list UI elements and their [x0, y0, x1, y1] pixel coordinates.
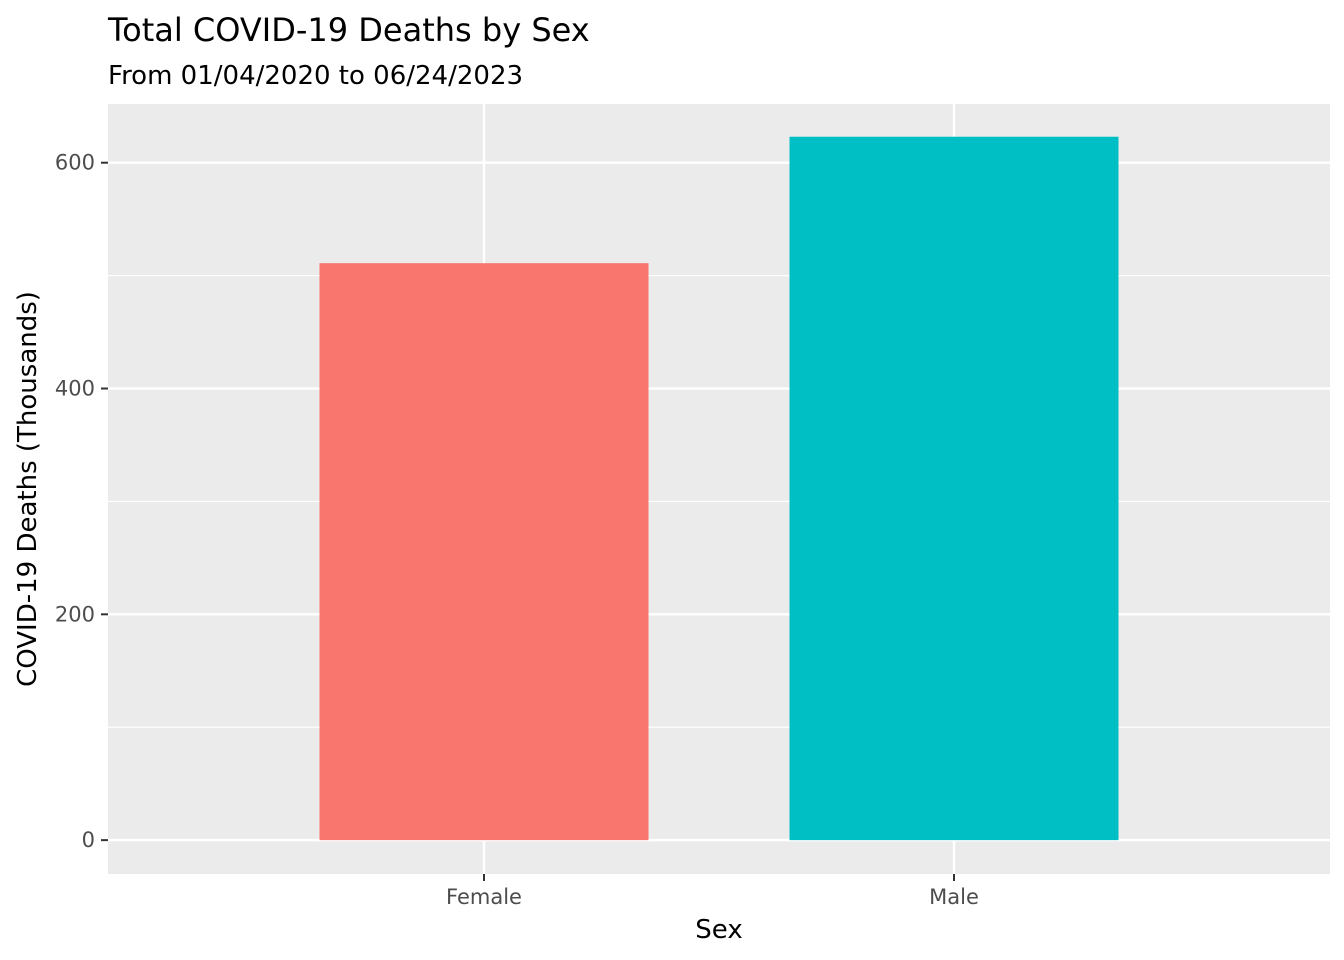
x-tick-label: Female	[446, 885, 522, 909]
bar-male	[789, 136, 1119, 841]
y-tick-label: 600	[55, 151, 95, 175]
y-tick-label: 400	[55, 377, 95, 401]
plot-panel	[108, 104, 1330, 874]
y-tick-label: 0	[82, 828, 95, 852]
bar-female	[319, 263, 649, 841]
chart-subtitle: From 01/04/2020 to 06/24/2023	[108, 61, 523, 91]
minor-gridlines	[108, 275, 1330, 728]
x-tick-label: Male	[929, 885, 979, 909]
bars	[319, 136, 1119, 841]
y-tick-label: 200	[55, 602, 95, 626]
y-axis-title: COVID-19 Deaths (Thousands)	[13, 291, 43, 687]
x-axis-title: Sex	[695, 915, 742, 945]
x-axis: Female Male	[446, 874, 979, 909]
y-axis: 0 200 400 600	[55, 151, 108, 852]
chart-title: Total COVID-19 Deaths by Sex	[107, 11, 590, 49]
